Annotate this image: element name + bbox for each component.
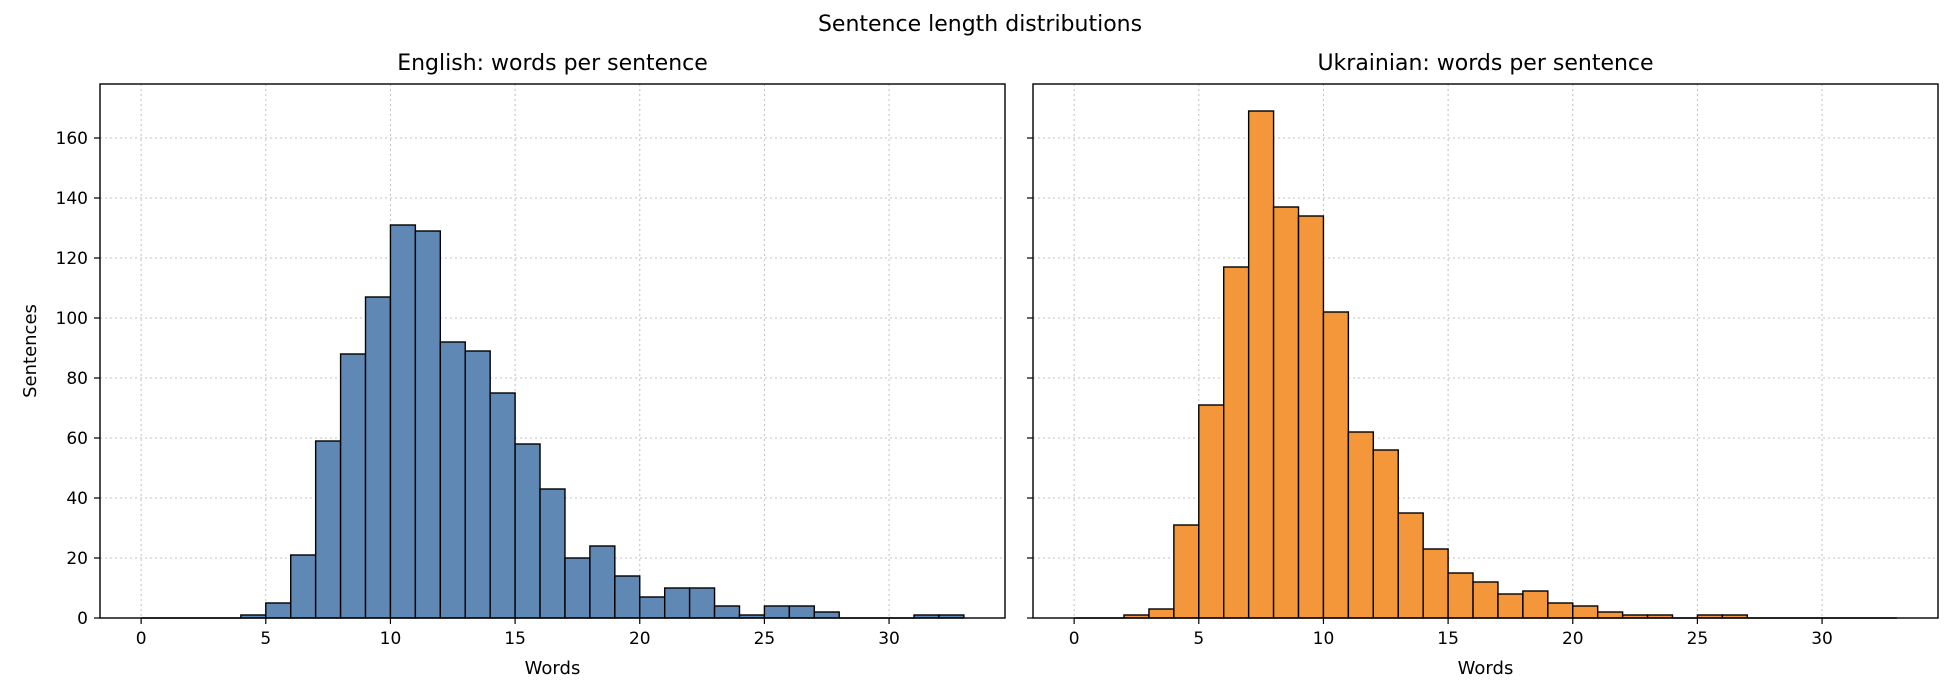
english-histogram-bar <box>389 224 417 619</box>
english-y-tick-label: 120 <box>56 249 88 269</box>
english-x-tick-label: 5 <box>260 629 271 649</box>
ukrainian-histogram-bar <box>1497 593 1524 619</box>
english-histogram-bar <box>763 605 791 619</box>
ukrainian-histogram-bar <box>1596 611 1624 619</box>
english-histogram-panel: 0 5 10 15 20 25 30 0 20 40 60 80 100 120 140 160 English… <box>20 51 1006 679</box>
english-histogram-bar <box>539 488 566 619</box>
english-histogram-bar <box>813 611 840 619</box>
ukrainian-histogram-bar <box>1347 431 1375 619</box>
ukrainian-x-tick-label: 30 <box>1811 629 1833 649</box>
ukrainian-x-tick-label: 0 <box>1069 629 1080 649</box>
ukrainian-histogram-bar <box>1322 311 1350 619</box>
english-y-tick-label: 80 <box>66 369 88 389</box>
ukrainian-histogram-bar <box>1372 449 1399 619</box>
ukrainian-histogram-bar <box>1272 206 1300 619</box>
english-x-tick-label: 15 <box>504 629 526 649</box>
ukrainian-x-axis-label: Words <box>1458 658 1514 679</box>
ukrainian-histogram-bar <box>1447 572 1474 619</box>
english-y-tick-label: 100 <box>56 309 88 329</box>
ukrainian-x-tick-label: 15 <box>1437 629 1459 649</box>
english-x-tick-label: 20 <box>629 629 651 649</box>
english-histogram-bar <box>364 296 392 619</box>
english-histogram-bar <box>614 575 641 619</box>
ukrainian-histogram-bar <box>1522 590 1549 619</box>
ukrainian-histogram-bar <box>1547 602 1574 619</box>
ukrainian-histogram-bar <box>1397 512 1424 619</box>
english-histogram-bar <box>663 587 691 619</box>
english-histogram-bar <box>489 392 516 619</box>
ukrainian-histogram-bar <box>1223 266 1250 619</box>
ukrainian-x-tick-label: 5 <box>1193 629 1204 649</box>
ukrainian-axes-frame <box>1032 83 1939 619</box>
ukrainian-histogram-bar <box>1422 548 1449 619</box>
english-x-tick-label: 30 <box>878 629 900 649</box>
english-x-tick-label: 0 <box>136 629 147 649</box>
ukrainian-histogram-bar <box>1572 605 1599 619</box>
english-histogram-bar <box>290 554 317 619</box>
ukrainian-histogram-bar <box>1198 404 1225 619</box>
english-x-axis-label: Words <box>525 658 581 679</box>
english-histogram-bar <box>314 440 342 619</box>
english-histogram-bar <box>414 230 442 619</box>
english-y-tick-label: 20 <box>66 549 88 569</box>
english-histogram-bar <box>788 605 815 619</box>
english-histogram-bar <box>439 341 466 619</box>
ukrainian-histogram-panel: 0 5 10 15 20 25 30 Ukrainian: words per sentenc… <box>1027 51 1939 679</box>
english-x-tick-label: 25 <box>754 629 776 649</box>
english-y-tick-label: 60 <box>66 429 88 449</box>
english-axes-frame <box>99 83 1006 619</box>
english-histogram-bar <box>713 605 741 619</box>
figure-title: Sentence length distributions <box>818 12 1142 37</box>
english-histogram-bar <box>589 545 616 619</box>
ukrainian-panel-title: Ukrainian: words per sentence <box>1317 51 1653 76</box>
ukrainian-histogram-bar <box>1148 608 1175 619</box>
english-x-tick-label: 10 <box>380 629 402 649</box>
english-y-tick-label: 140 <box>56 189 88 209</box>
ukrainian-x-tick-label: 25 <box>1687 629 1709 649</box>
ukrainian-histogram-bar <box>1247 110 1275 619</box>
english-histogram-bar <box>265 602 292 619</box>
english-histogram-bar <box>639 596 666 619</box>
english-y-tick-label: 40 <box>66 489 88 509</box>
english-y-tick-label: 160 <box>56 129 88 149</box>
english-panel-title: English: words per sentence <box>397 51 708 76</box>
ukrainian-x-tick-label: 20 <box>1562 629 1584 649</box>
ukrainian-histogram-bar <box>1472 581 1499 619</box>
english-histogram-bar <box>339 353 367 619</box>
english-histogram-bar <box>564 557 591 619</box>
english-y-tick-label: 0 <box>77 609 88 629</box>
english-histogram-bar <box>514 443 541 619</box>
english-y-axis-label: Sentences <box>20 304 41 398</box>
english-histogram-bar <box>688 587 716 619</box>
english-histogram-bar <box>464 350 491 619</box>
ukrainian-histogram-bar <box>1297 215 1325 619</box>
ukrainian-histogram-bar <box>1173 524 1200 619</box>
ukrainian-x-tick-label: 10 <box>1313 629 1335 649</box>
